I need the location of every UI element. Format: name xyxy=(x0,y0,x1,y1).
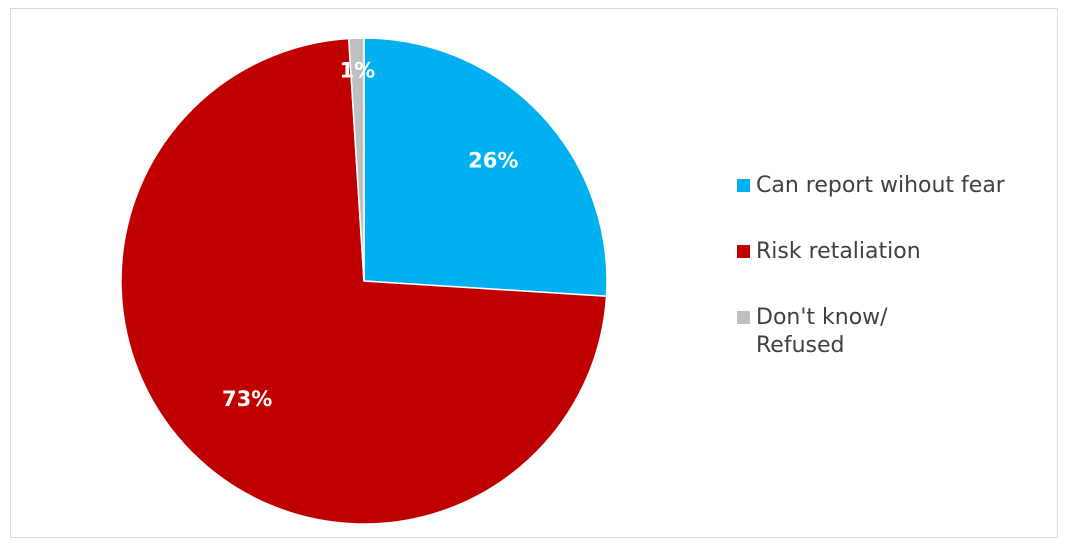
legend-swatch-1 xyxy=(737,179,750,192)
data-label-1: 26% xyxy=(468,149,518,173)
legend-item-3: Don't know/ Refused xyxy=(737,304,1057,360)
pie-slice-1 xyxy=(363,37,608,298)
data-label-3: 1% xyxy=(340,59,376,83)
legend-swatch-2 xyxy=(737,245,750,258)
pie-slice-3 xyxy=(347,37,365,282)
data-label-2: 73% xyxy=(222,387,272,411)
legend: Can report wihout fear Risk retaliation Do… xyxy=(737,172,1057,398)
legend-item-1: Can report wihout fear xyxy=(737,172,1057,200)
legend-label-1: Can report wihout fear xyxy=(756,173,1005,198)
pie-slice-2 xyxy=(120,37,608,525)
legend-swatch-3 xyxy=(737,311,750,324)
legend-item-2: Risk retaliation xyxy=(737,238,1057,266)
legend-label-2: Risk retaliation xyxy=(756,239,921,264)
legend-label-3: Don't know/ Refused xyxy=(756,305,888,358)
